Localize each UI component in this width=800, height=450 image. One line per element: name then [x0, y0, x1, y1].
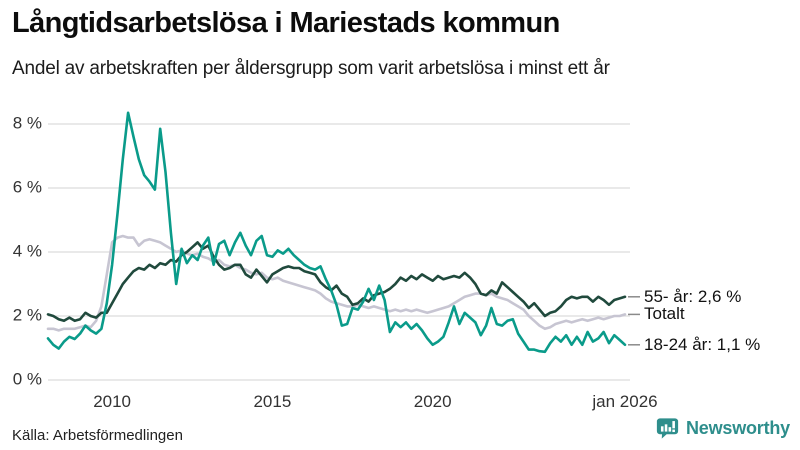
line-series-18-24-ar [46, 111, 627, 354]
newsworthy-brand-name: Newsworthy [685, 418, 790, 438]
page-title: Långtidsarbetslösa i Mariestads kommun [12, 7, 560, 39]
x-axis-tick-label: 2010 [93, 392, 132, 411]
page-subtitle: Andel av arbetskraften per åldersgrupp s… [12, 58, 610, 79]
line-series-55-ar [46, 241, 627, 323]
y-axis-tick-label: 6 % [12, 177, 42, 197]
series-end-label-totalt: Totalt [644, 304, 685, 324]
y-axis-tick-label: 8 % [12, 113, 42, 133]
x-axis-tick-label: jan 2026 [592, 392, 658, 411]
y-axis-tick-label: 2 % [12, 305, 42, 325]
x-axis-tick-label: 2015 [253, 392, 292, 411]
series-end-label-18-24-ar: 18-24 år: 1,1 % [644, 334, 761, 354]
y-axis-tick-label: 0 % [12, 369, 42, 389]
series-end-label-55-ar: 55- år: 2,6 % [644, 286, 742, 306]
newsworthy-logo-icon [656, 417, 679, 440]
y-axis-tick-label: 4 % [12, 241, 42, 261]
x-axis-tick-label: 2020 [413, 392, 452, 411]
newsworthy-brand-link[interactable]: Newsworthy [656, 417, 790, 440]
source-note: Källa: Arbetsförmedlingen [12, 427, 183, 444]
